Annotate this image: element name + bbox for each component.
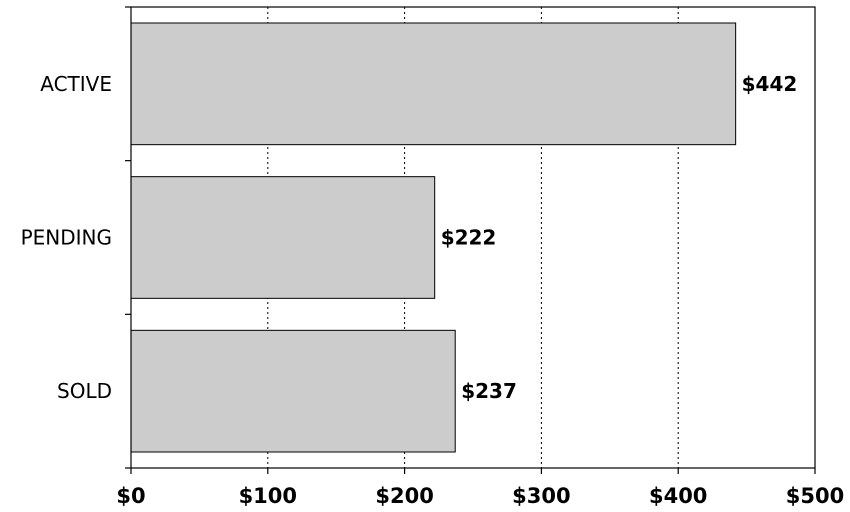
x-tick-label-500: $500 <box>786 484 844 508</box>
x-tick-label-300: $300 <box>512 484 570 508</box>
plot-frame <box>130 6 816 469</box>
bar-active <box>130 22 737 146</box>
category-label-sold: SOLD <box>57 379 112 403</box>
x-tick-label-400: $400 <box>649 484 707 508</box>
x-tick-label-0: $0 <box>116 484 145 508</box>
value-label-pending: $222 <box>441 226 497 250</box>
value-label-sold: $237 <box>461 379 517 403</box>
value-label-active: $442 <box>742 72 798 96</box>
axis-layer <box>125 6 816 474</box>
bar-pending <box>130 176 436 299</box>
label-layer: $442 ACTIVE $222 PENDING $237 SOLD $0 $100 $200 $… <box>21 72 845 508</box>
x-tick-label-200: $200 <box>375 484 433 508</box>
x-tick-label-100: $100 <box>239 484 297 508</box>
category-label-active: ACTIVE <box>40 72 112 96</box>
bar-layer <box>130 22 737 453</box>
category-label-pending: PENDING <box>21 226 112 250</box>
bar-sold <box>130 329 456 453</box>
